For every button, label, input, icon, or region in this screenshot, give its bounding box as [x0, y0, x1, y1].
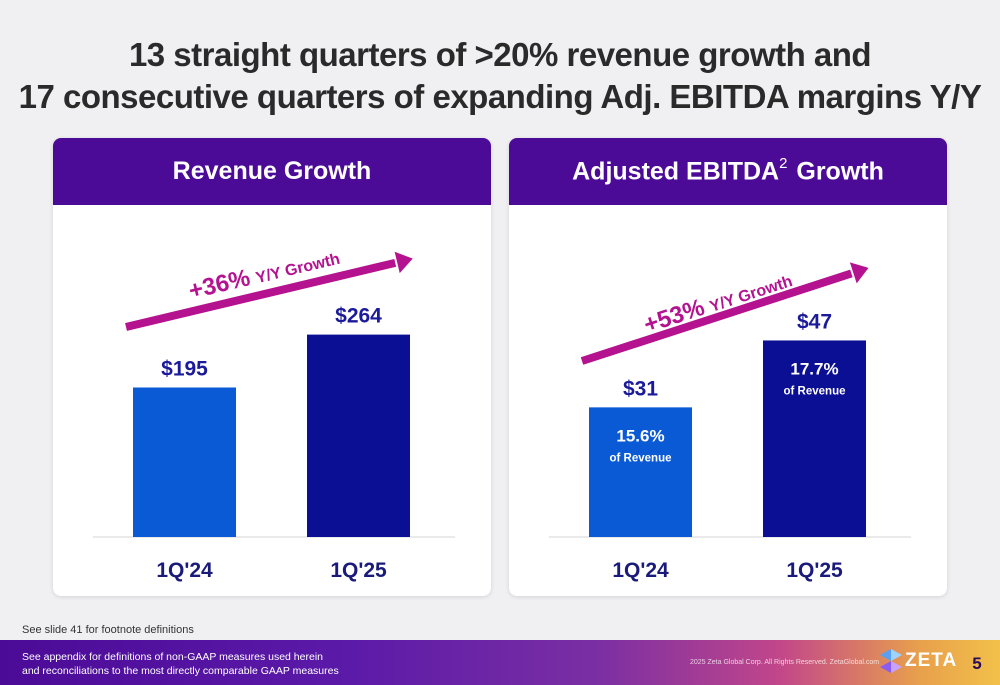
bar-1Q25 — [307, 334, 410, 537]
category-label: 1Q'25 — [330, 559, 387, 582]
ebitda-title-footnote-marker: 2 — [779, 154, 788, 172]
ebitda-card-header: Adjusted EBITDA2 Growth — [509, 138, 947, 205]
growth-arrow-line — [125, 258, 397, 331]
ebitda-title-end: Growth — [796, 157, 884, 186]
zeta-logo: ZETA — [880, 649, 957, 673]
growth-arrow-head — [394, 251, 413, 274]
footnote: See slide 41 for footnote definitions — [22, 624, 194, 636]
growth-arrow-line — [580, 269, 853, 365]
zeta-logo-text: ZETA — [905, 650, 958, 671]
revenue-growth-card: Revenue Growth +36%Y/Y Growth $195 1Q'24 $2… — [53, 138, 491, 596]
revenue-card-header: Revenue Growth — [53, 138, 491, 205]
margin-percent-label: 17.7% — [790, 359, 838, 378]
page-number: 5 — [972, 654, 982, 673]
ebitda-growth-card: Adjusted EBITDA2 Growth +53%Y/Y Growth $3… — [509, 138, 947, 596]
margin-text-label: of Revenue — [784, 385, 846, 397]
page-title: 13 straight quarters of >20% revenue gro… — [0, 34, 1000, 118]
category-label: 1Q'25 — [786, 559, 843, 582]
zeta-logo-icon — [880, 649, 902, 673]
bar-value-label: $31 — [623, 377, 658, 400]
ebitda-card-title: Adjusted EBITDA2 Growth — [572, 154, 884, 186]
bar-value-label: $195 — [161, 358, 208, 381]
margin-text-label: of Revenue — [610, 452, 672, 464]
category-label: 1Q'24 — [156, 559, 213, 582]
non-gaap-note: See appendix for definitions of non-GAAP… — [22, 651, 339, 677]
copyright-text: 2025 Zeta Global Corp. All Rights Reserv… — [690, 659, 880, 666]
title-line-1: 13 straight quarters of >20% revenue gro… — [128, 36, 872, 73]
title-line-2: 17 consecutive quarters of expanding Adj… — [18, 78, 982, 115]
bar-1Q24 — [133, 387, 236, 537]
footer-bar — [0, 640, 1000, 685]
bar-value-label: $264 — [335, 305, 382, 328]
revenue-card-title: Revenue Growth — [172, 157, 372, 185]
bar-value-label: $47 — [797, 310, 832, 333]
category-label: 1Q'24 — [612, 559, 669, 582]
bar-1Q24 — [589, 407, 692, 537]
ebitda-title-main: Adjusted EBITDA — [572, 157, 780, 186]
growth-arrow-head — [849, 262, 869, 284]
margin-percent-label: 15.6% — [616, 426, 664, 445]
bar-1Q25 — [763, 340, 866, 537]
